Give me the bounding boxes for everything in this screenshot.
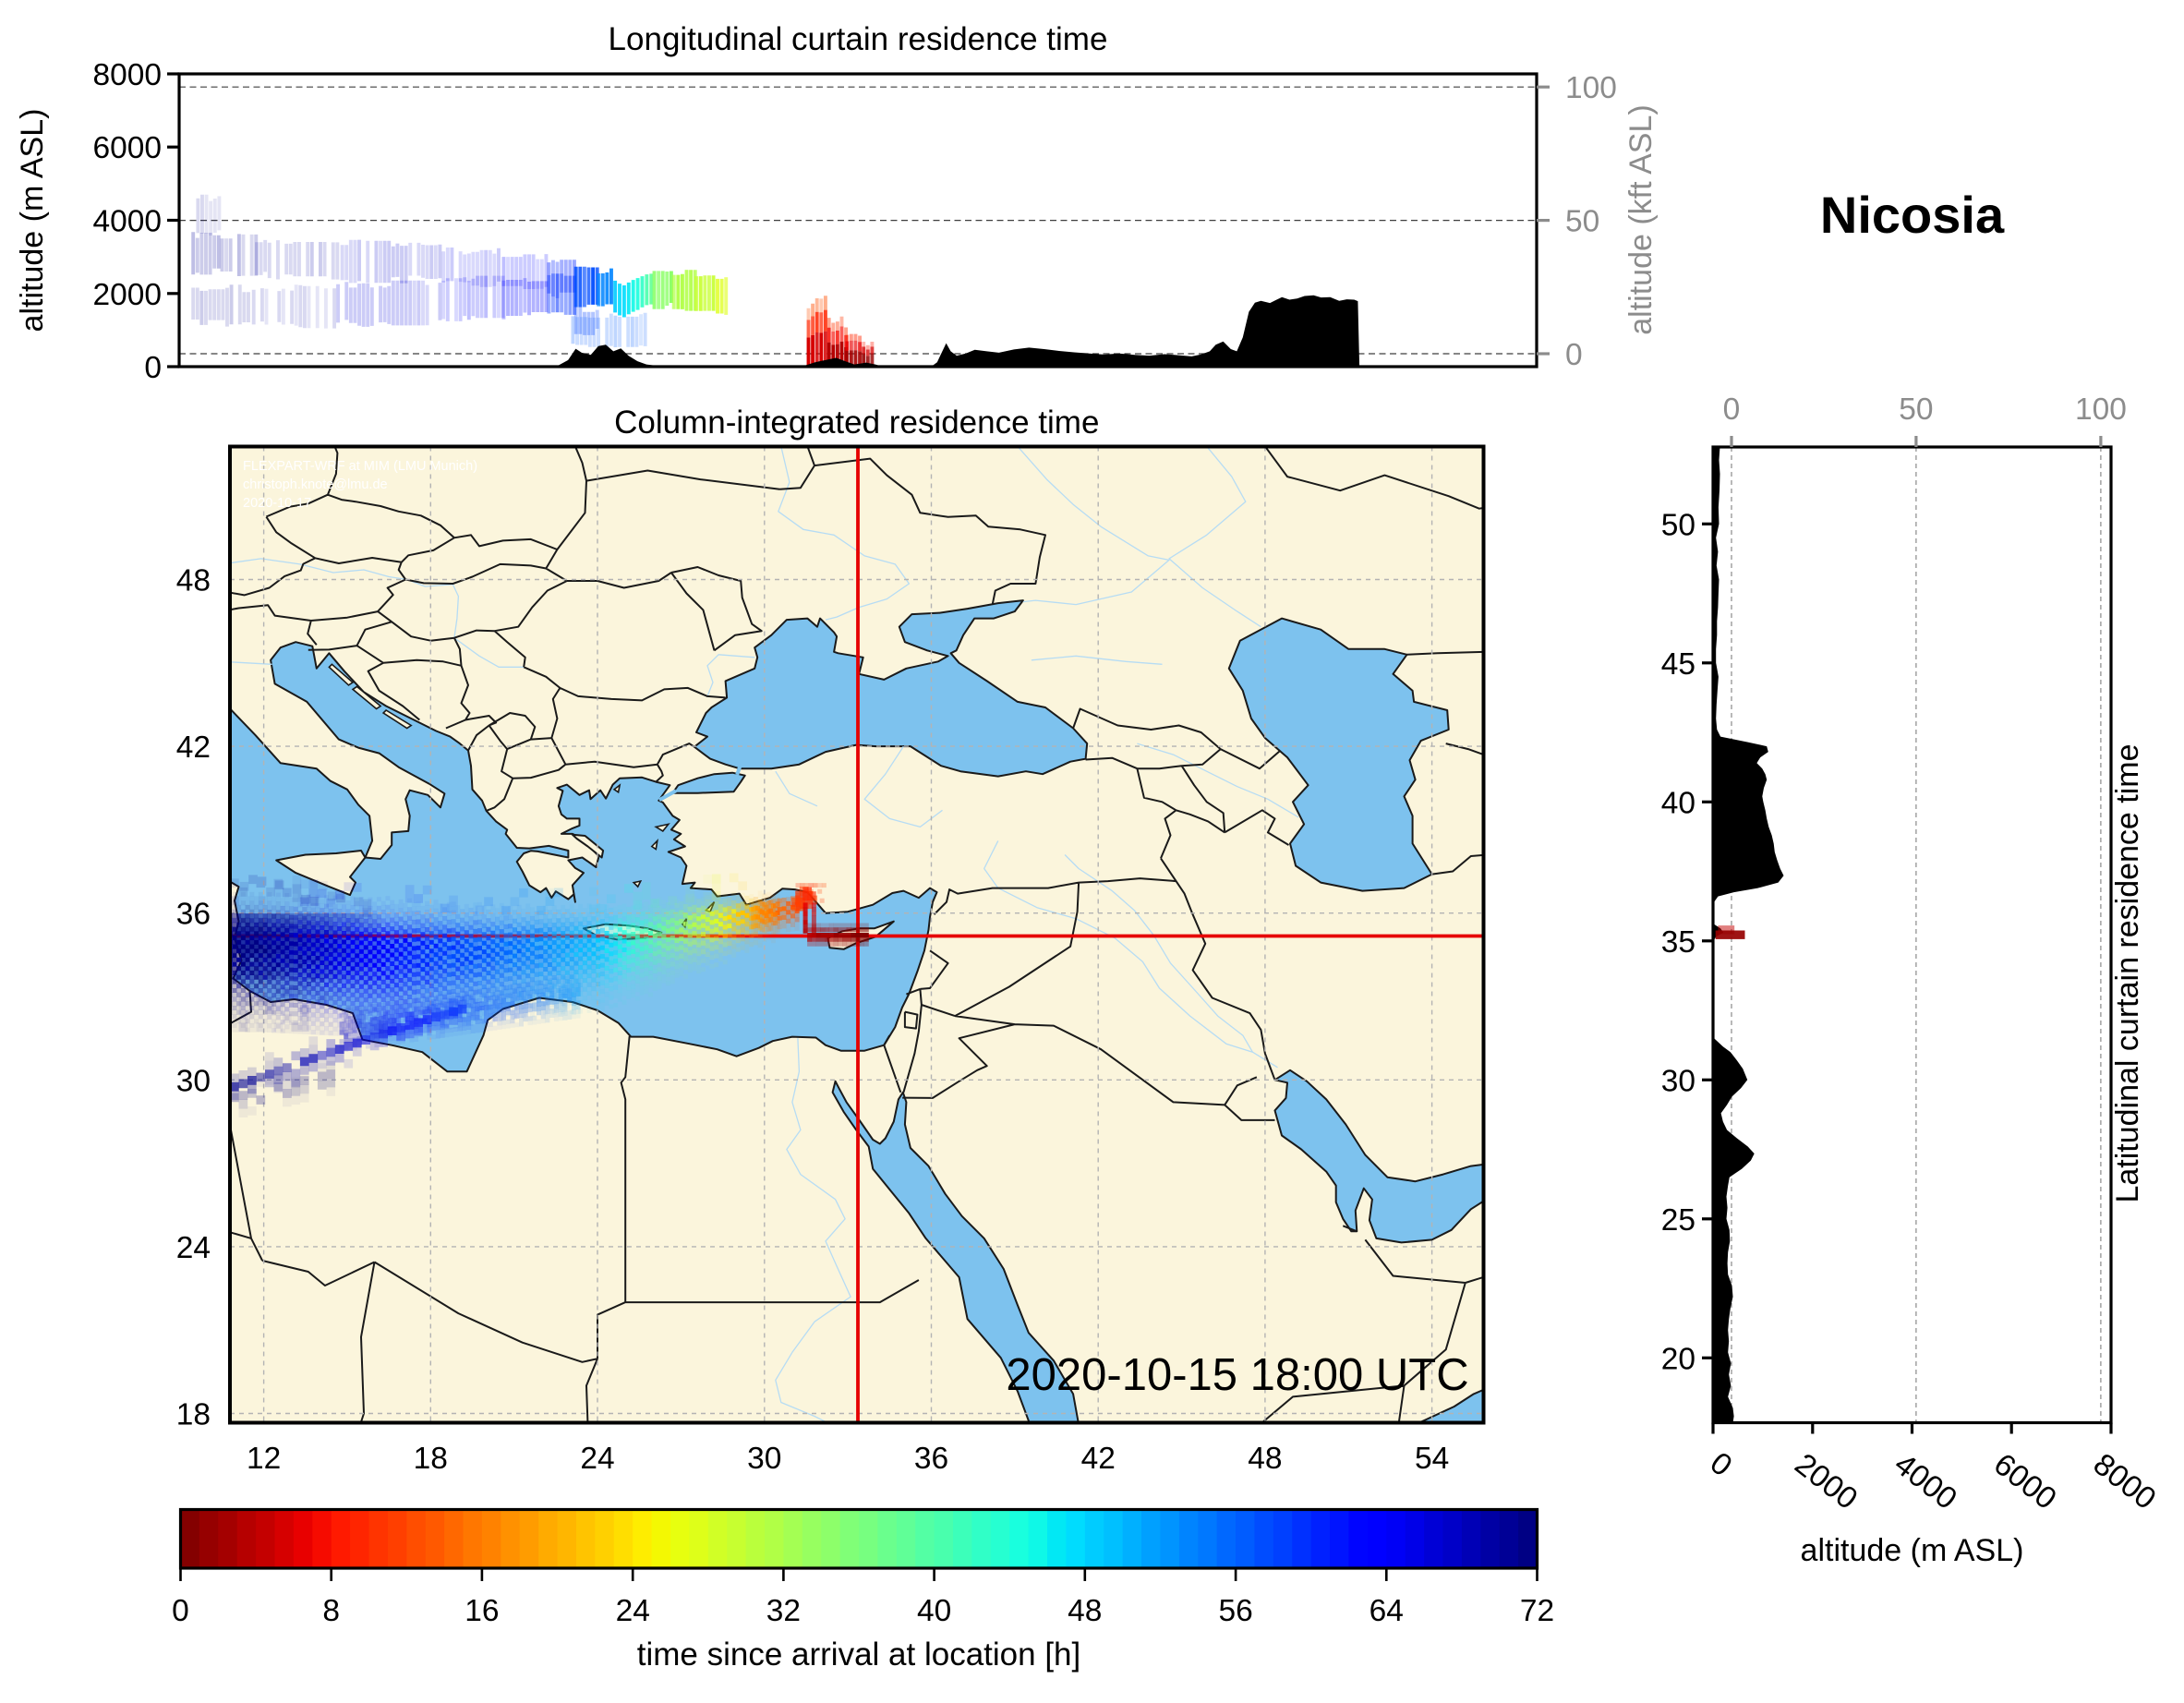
svg-text:Latitudinal curtain residence: Latitudinal curtain residence time [2110, 743, 2145, 1202]
svg-text:48: 48 [1248, 1442, 1282, 1476]
svg-text:6000: 6000 [92, 131, 162, 165]
svg-text:35: 35 [1661, 925, 1695, 960]
svg-text:18: 18 [176, 1398, 211, 1432]
svg-text:20: 20 [1661, 1342, 1695, 1376]
svg-text:Nicosia: Nicosia [1820, 186, 2005, 244]
svg-text:Longitudinal curtain residence: Longitudinal curtain residence time [609, 21, 1108, 57]
svg-text:24: 24 [176, 1231, 211, 1265]
svg-text:32: 32 [766, 1594, 801, 1628]
svg-text:30: 30 [176, 1064, 211, 1098]
svg-text:30: 30 [747, 1442, 781, 1476]
svg-text:altitude (m ASL): altitude (m ASL) [1801, 1533, 2024, 1568]
svg-text:2020-10-17: 2020-10-17 [243, 496, 311, 511]
svg-text:christoph.knote@lmu.de: christoph.knote@lmu.de [243, 477, 388, 492]
svg-text:FLEXPART-WRF at MIM (LMU Munic: FLEXPART-WRF at MIM (LMU Munich) [243, 459, 477, 474]
svg-text:16: 16 [465, 1594, 499, 1628]
svg-text:45: 45 [1661, 647, 1695, 682]
svg-text:48: 48 [1068, 1594, 1102, 1628]
svg-text:2020-10-15 18:00 UTC: 2020-10-15 18:00 UTC [1006, 1350, 1468, 1400]
svg-text:0: 0 [144, 351, 162, 385]
svg-text:36: 36 [176, 898, 211, 932]
svg-text:40: 40 [917, 1594, 951, 1628]
svg-text:50: 50 [1565, 205, 1599, 239]
svg-text:50: 50 [1661, 508, 1695, 542]
svg-text:8: 8 [322, 1594, 340, 1628]
svg-text:0: 0 [1565, 338, 1583, 372]
svg-text:0: 0 [172, 1594, 189, 1628]
svg-text:50: 50 [1899, 393, 1933, 427]
svg-text:4000: 4000 [92, 205, 162, 239]
svg-text:25: 25 [1661, 1203, 1695, 1238]
svg-text:altitude (kft ASL): altitude (kft ASL) [1623, 104, 1659, 334]
svg-text:56: 56 [1218, 1594, 1252, 1628]
svg-text:18: 18 [414, 1442, 448, 1476]
svg-text:100: 100 [2075, 393, 2127, 427]
svg-text:8000: 8000 [92, 58, 162, 92]
svg-text:36: 36 [914, 1442, 948, 1476]
svg-text:42: 42 [176, 731, 211, 765]
svg-text:42: 42 [1081, 1442, 1116, 1476]
svg-text:2000: 2000 [92, 278, 162, 312]
svg-text:24: 24 [616, 1594, 650, 1628]
svg-text:100: 100 [1565, 71, 1617, 105]
svg-text:48: 48 [176, 564, 211, 598]
svg-text:altitude (m ASL): altitude (m ASL) [15, 109, 50, 332]
svg-text:40: 40 [1661, 786, 1695, 820]
svg-text:Column-integrated residence ti: Column-integrated residence time [614, 405, 1099, 441]
svg-text:72: 72 [1520, 1594, 1554, 1628]
svg-text:time since arrival at location: time since arrival at location [h] [637, 1637, 1080, 1673]
svg-text:30: 30 [1661, 1064, 1695, 1098]
svg-text:24: 24 [580, 1442, 614, 1476]
svg-text:54: 54 [1415, 1442, 1449, 1476]
svg-text:12: 12 [247, 1442, 281, 1476]
svg-text:64: 64 [1370, 1594, 1404, 1628]
svg-text:0: 0 [1723, 393, 1741, 427]
